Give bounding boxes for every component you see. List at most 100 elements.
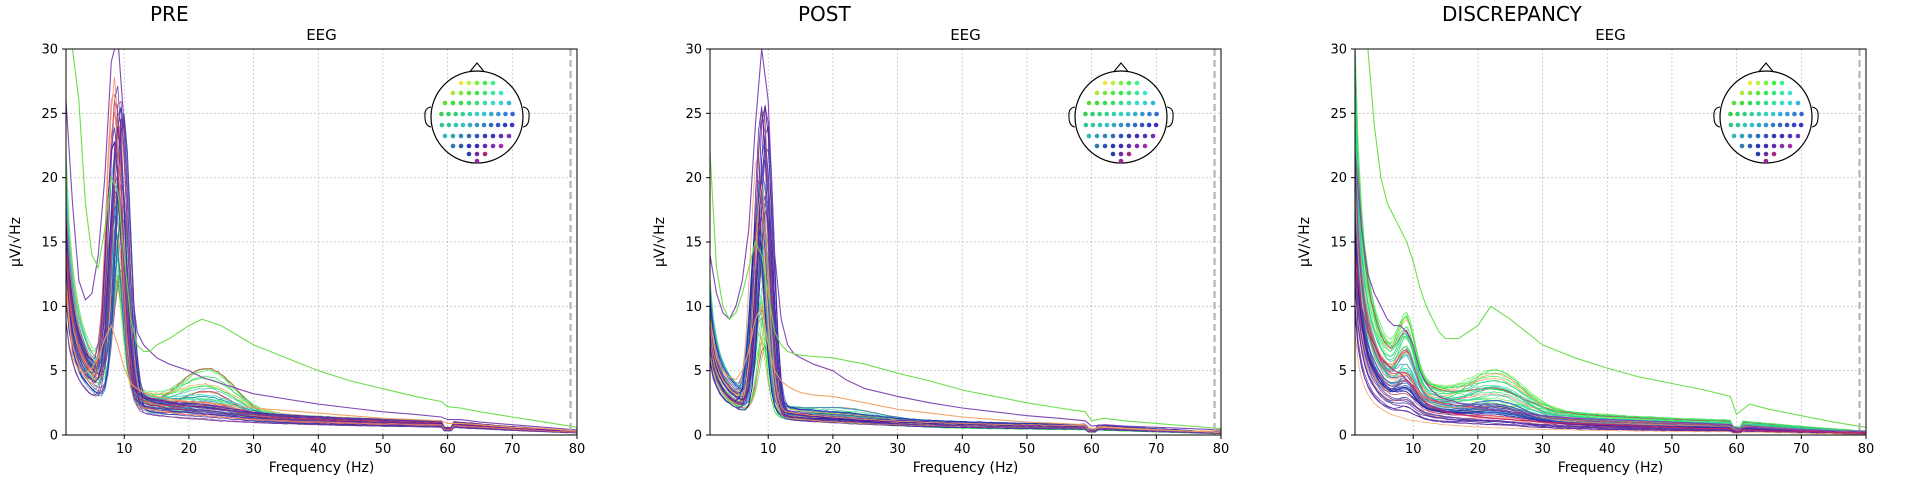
- sensor-dot: [1147, 111, 1152, 117]
- sensor-dot: [1126, 133, 1132, 139]
- sensor-dot: [446, 111, 451, 117]
- series-line-posterior-purple: [710, 49, 1221, 431]
- channel-line: [66, 130, 577, 433]
- channel-line: [1355, 167, 1866, 433]
- sensor-dot: [1086, 100, 1092, 106]
- channel-line: [710, 210, 1221, 434]
- sensor-dot: [509, 122, 515, 128]
- nose: [1113, 62, 1129, 72]
- sensor-dot: [498, 133, 504, 139]
- sensor-dot: [1126, 143, 1132, 149]
- sensor-dot: [1142, 133, 1148, 139]
- channel-line: [1355, 76, 1866, 432]
- sensor-dot: [482, 90, 488, 96]
- y-tick-label: 25: [1330, 107, 1347, 122]
- panel-title-pre: PRE: [150, 2, 189, 26]
- ear-left: [424, 106, 432, 128]
- sensor-dot: [1771, 100, 1777, 106]
- sensor-layout-inset: [1068, 62, 1174, 164]
- sensor-dot: [495, 122, 501, 128]
- channel-line: [710, 183, 1221, 433]
- sensor-dot: [1755, 143, 1761, 149]
- channel-line: [66, 93, 577, 433]
- panel-1: 10 20 30 40 50 60 70 80 0 5 10 15 20 25 30 EEG Frequency…: [8, 26, 585, 476]
- sensor-dot: [1146, 122, 1152, 128]
- y-tick-label: 20: [1330, 171, 1347, 186]
- sensor-dot: [482, 133, 488, 139]
- channel-line: [1355, 161, 1866, 433]
- x-tick-label: 10: [1405, 442, 1422, 457]
- sensor-dot: [1111, 111, 1117, 117]
- sensor-dot: [1798, 122, 1804, 128]
- sensor-dot: [1142, 143, 1148, 149]
- sensor-dot: [1728, 122, 1734, 128]
- sensor-dot: [1747, 133, 1753, 139]
- channel-line: [710, 171, 1221, 434]
- sensor-dot: [458, 90, 464, 96]
- sensor-dot: [1118, 122, 1124, 128]
- sensor-dot: [1771, 80, 1777, 86]
- channel-line: [710, 148, 1221, 433]
- sensor-dot: [466, 151, 472, 157]
- sensor-dot: [1140, 111, 1145, 117]
- sensor-dot: [503, 111, 508, 117]
- panel-3: 10 20 30 40 50 60 70 80 0 5 10 15 20 25 30 EEG Frequency…: [1297, 26, 1874, 476]
- series-group: [1355, 49, 1866, 435]
- sensor-dot: [496, 111, 501, 117]
- sensor-dot: [482, 151, 488, 157]
- channel-line: [66, 188, 577, 434]
- channel-line: [710, 223, 1221, 434]
- series-line-temporal-orange: [66, 280, 577, 432]
- channel-line: [1355, 238, 1866, 434]
- channel-line: [66, 127, 577, 433]
- sensor-dot: [1779, 90, 1785, 96]
- channel-line: [1355, 185, 1866, 434]
- sensor-dot: [1799, 111, 1804, 117]
- y-tick-label: 30: [41, 43, 58, 58]
- sensor-dot: [466, 90, 472, 96]
- channel-line: [66, 123, 577, 433]
- series-line-temporal-orange: [710, 304, 1221, 432]
- sensor-dot: [1731, 133, 1737, 139]
- sensor-dot: [490, 100, 496, 106]
- x-tick-label: 40: [310, 442, 327, 457]
- sensor-dot: [1771, 133, 1777, 139]
- sensor-dot: [450, 90, 456, 96]
- sensor-dot: [1083, 111, 1088, 117]
- sensor-dot: [490, 133, 496, 139]
- sensor-dot: [1142, 100, 1148, 106]
- channel-line: [710, 204, 1221, 434]
- sensor-dot: [1784, 122, 1790, 128]
- sensor-dot: [1787, 100, 1793, 106]
- x-tick-label: 10: [116, 442, 133, 457]
- channel-line: [1355, 332, 1866, 435]
- sensor-dot: [1153, 122, 1159, 128]
- sensor-dot: [1118, 143, 1124, 149]
- y-tick-label: 0: [1339, 429, 1347, 444]
- sensor-dot: [1777, 122, 1783, 128]
- sensor-dot: [1763, 122, 1769, 128]
- x-tick-label: 60: [1083, 442, 1100, 457]
- y-tick-label: 0: [694, 429, 702, 444]
- sensor-dot: [1763, 151, 1769, 157]
- sensor-dot: [1126, 80, 1132, 86]
- sensor-dot: [1747, 100, 1753, 106]
- sensor-dot: [1739, 100, 1745, 106]
- sensor-dot: [1792, 111, 1797, 117]
- sensor-dot: [482, 143, 488, 149]
- sensor-dot: [1118, 158, 1124, 164]
- x-tick-label: 30: [245, 442, 262, 457]
- sensor-dot: [1763, 100, 1769, 106]
- x-axis-label: Frequency (Hz): [269, 460, 375, 476]
- sensor-dot: [1771, 90, 1777, 96]
- sensor-dot: [490, 143, 496, 149]
- channel-line: [66, 111, 577, 433]
- sensor-dot: [1771, 143, 1777, 149]
- channel-line: [1355, 164, 1866, 434]
- sensor-dot: [1110, 80, 1116, 86]
- sensor-dot: [1118, 80, 1124, 86]
- sensor-dot: [1132, 111, 1138, 117]
- series-line-posterior-purple: [1355, 151, 1866, 432]
- channel-line: [1355, 184, 1866, 433]
- sensor-dot: [1102, 80, 1108, 86]
